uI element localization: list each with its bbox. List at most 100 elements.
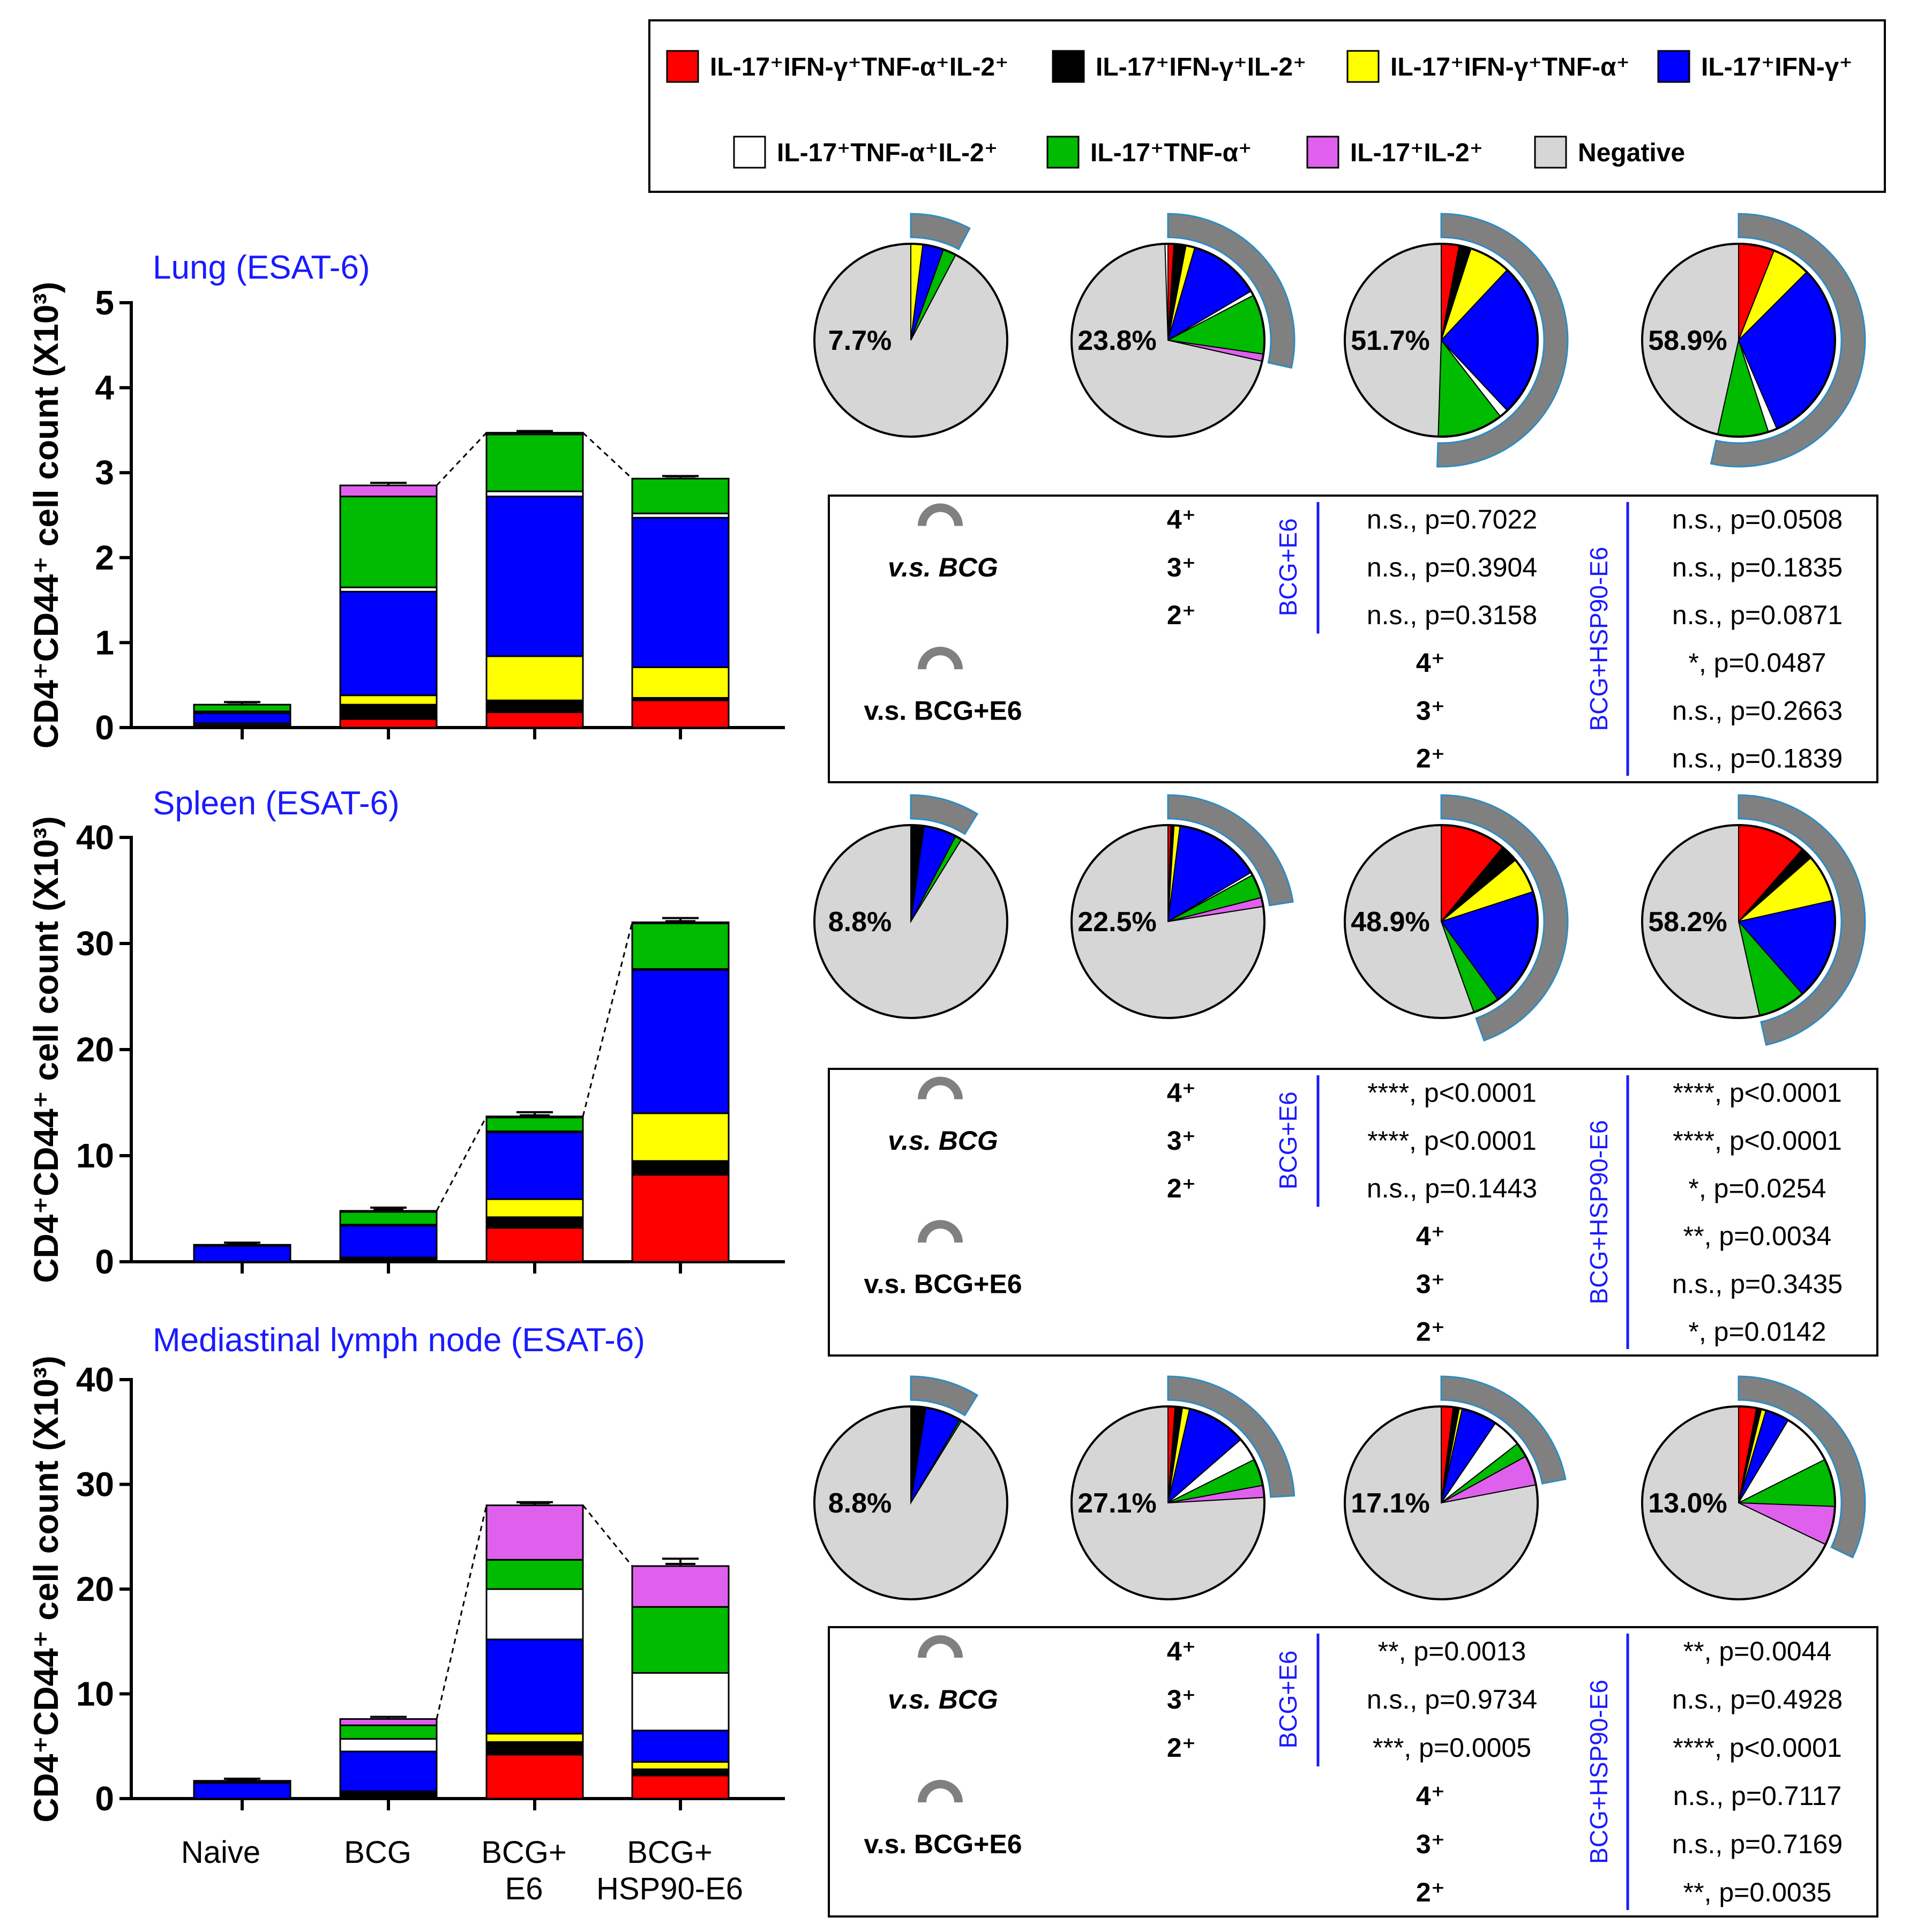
bar-segment <box>339 694 438 706</box>
pie-percent-label: 51.7% <box>1351 325 1429 356</box>
stats-table: v.s. BCG v.s. BCG+E6 4⁺ 3⁺ 2⁺ 4⁺ 3⁺ 2⁺ BCG+E6 BCG… <box>828 1626 1878 1918</box>
bar-segment <box>339 1225 438 1259</box>
pie-percent-label: 58.2% <box>1648 907 1727 938</box>
bar-segment <box>631 1112 730 1162</box>
pie-outline <box>1070 243 1265 438</box>
group-label-bcg-hsp90-e6: BCG+HSP90-E6 <box>1585 1120 1613 1305</box>
cytokine-count-level: 2⁺ <box>1167 1173 1196 1203</box>
p-value: n.s., p=0.7169 <box>1672 1829 1843 1859</box>
p-value: **, p=0.0044 <box>1683 1636 1832 1666</box>
y-tick-label: 0 <box>95 708 114 747</box>
bar-segment <box>485 1588 584 1641</box>
legend-label: IL-17⁺IL-2⁺ <box>1350 139 1483 167</box>
cytokine-count-level: 4⁺ <box>1167 1636 1196 1666</box>
trend-connector <box>436 432 488 486</box>
x-category-label: BCG+ E6 <box>481 1835 567 1906</box>
bar-chart-3: Mediastinal lymph node (ESAT-6) CD4⁺CD44⁺… <box>27 1322 785 1906</box>
bar-segment <box>485 1754 584 1800</box>
y-tick-label: 0 <box>95 1242 114 1281</box>
pie-outline <box>1641 824 1836 1019</box>
legend-swatch <box>1052 50 1085 83</box>
pie-positive-arc <box>1167 1375 1296 1498</box>
bar-segment <box>631 1768 730 1777</box>
bar-segment <box>631 1606 730 1674</box>
legend-swatch <box>666 50 699 83</box>
x-category-label: Naive <box>181 1835 260 1870</box>
pie-chart: 17.1% <box>1344 1375 1567 1600</box>
bar-segment <box>485 699 584 713</box>
pie-outline <box>1641 1405 1836 1600</box>
x-category-label: BCG+ HSP90-E6 <box>596 1835 743 1906</box>
pie-outline <box>813 824 1008 1019</box>
p-value: *, p=0.0487 <box>1688 648 1826 678</box>
pie-chart: 8.8% <box>813 1375 1008 1600</box>
legend: IL-17⁺IFN-γ⁺TNF-α⁺IL-2⁺ IL-17⁺IFN-γ⁺IL-2⁺… <box>648 19 1886 193</box>
pie-outline <box>1070 1405 1265 1600</box>
bar-segment <box>631 921 730 924</box>
cytokine-count-level: 2⁺ <box>1416 1316 1445 1346</box>
bar-segment <box>485 1227 584 1263</box>
p-value: *, p=0.0254 <box>1688 1173 1826 1203</box>
bar-chart-1: Lung (ESAT-6) CD4⁺CD44⁺ cell count (X10³)… <box>27 249 785 748</box>
bar-segment <box>485 1131 584 1200</box>
p-value: ****, p<0.0001 <box>1673 1733 1842 1763</box>
bar-segment <box>485 1198 584 1218</box>
legend-swatch <box>1306 136 1339 169</box>
bar-segment <box>339 496 438 588</box>
bar-segment <box>339 703 438 720</box>
bar-segment <box>485 1216 584 1229</box>
p-value: n.s., p=0.3435 <box>1672 1269 1843 1299</box>
p-value: n.s., p=0.0871 <box>1672 600 1843 630</box>
pie-chart: 7.7% <box>813 213 1008 438</box>
cytokine-count-level: 4⁺ <box>1416 1221 1445 1251</box>
cytokine-count-level: 2⁺ <box>1167 600 1196 630</box>
pie-chart: 8.8% <box>813 794 1008 1019</box>
pie-chart: 22.5% <box>1070 794 1294 1019</box>
pie-percent-label: 17.1% <box>1351 1488 1429 1519</box>
p-value: n.s., p=0.7117 <box>1673 1781 1842 1811</box>
y-tick-label: 5 <box>95 283 114 322</box>
cytokine-count-level: 3⁺ <box>1167 552 1196 582</box>
legend-label: IL-17⁺IFN-γ⁺IL-2⁺ <box>1096 53 1306 81</box>
bar-segment <box>485 1741 584 1756</box>
pie-outline <box>1344 824 1539 1019</box>
p-value: n.s., p=0.3904 <box>1367 552 1537 582</box>
p-value: *, p=0.0142 <box>1688 1316 1826 1346</box>
pie-chart: 13.0% <box>1641 1375 1866 1600</box>
legend-label: IL-17⁺IFN-γ⁺TNF-α⁺IL-2⁺ <box>710 53 1009 81</box>
pie-positive-arc <box>1440 794 1569 1042</box>
bar-segment <box>485 432 584 436</box>
pie-percent-label: 8.8% <box>828 1488 892 1519</box>
bar-segment <box>339 1211 438 1226</box>
bar-segment <box>339 590 438 697</box>
p-value: ****, p<0.0001 <box>1367 1126 1537 1156</box>
y-axis-label: CD4⁺CD44⁺ cell count (X10³) <box>27 282 65 748</box>
bar-segment <box>193 1245 291 1263</box>
pie-positive-arc <box>1440 1375 1567 1485</box>
cytokine-count-level: 3⁺ <box>1416 1829 1445 1859</box>
pie-percent-label: 58.9% <box>1648 325 1727 356</box>
group-label-bcg-e6: BCG+E6 <box>1274 1091 1302 1189</box>
pie-chart: 27.1% <box>1070 1375 1296 1600</box>
legend-swatch <box>1534 136 1567 169</box>
p-value: ****, p<0.0001 <box>1673 1126 1842 1156</box>
pie-positive-arc <box>1167 213 1296 369</box>
stats-box <box>828 1068 1878 1357</box>
pie-chart: 48.9% <box>1344 794 1569 1042</box>
positive-arc-icon <box>918 1780 963 1803</box>
bar-segment <box>485 496 584 657</box>
pie-chart: 51.7% <box>1344 213 1569 468</box>
bar-segment <box>339 1724 438 1740</box>
comparison-vs-bcg: v.s. BCG <box>888 552 998 582</box>
group-label-bcg-hsp90-e6: BCG+HSP90-E6 <box>1585 547 1613 731</box>
y-tick-label: 4 <box>95 369 114 407</box>
trend-connector <box>582 432 633 480</box>
p-value: n.s., p=0.2663 <box>1672 695 1843 725</box>
p-value: ****, p<0.0001 <box>1673 1078 1842 1108</box>
positive-arc-icon <box>918 503 963 527</box>
stats-box <box>828 495 1878 783</box>
bar-segment <box>485 1733 584 1743</box>
trend-connector <box>436 1505 488 1719</box>
y-tick-label: 20 <box>76 1030 114 1069</box>
bar-segment <box>631 1174 730 1263</box>
